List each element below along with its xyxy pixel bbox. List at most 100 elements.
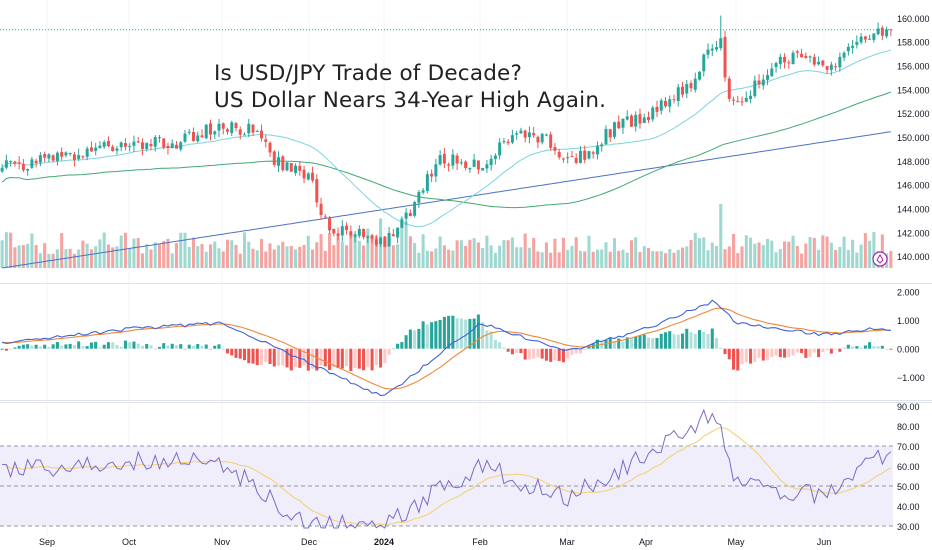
macd-histogram-bar xyxy=(357,348,361,369)
volume-bar xyxy=(196,246,200,268)
macd-histogram-bar xyxy=(583,348,587,350)
candle-body xyxy=(498,142,502,156)
volume-bar xyxy=(723,249,727,268)
volume-bar xyxy=(544,242,548,268)
candle-body xyxy=(383,236,387,247)
macd-histogram-bar xyxy=(306,348,310,371)
volume-bar xyxy=(468,239,472,268)
volume-bar xyxy=(625,252,629,268)
macd-histogram-bar xyxy=(710,328,714,349)
candle-body xyxy=(612,122,616,137)
candle-body xyxy=(800,53,804,58)
macd-histogram-bar xyxy=(838,348,842,352)
candle-body xyxy=(111,146,115,152)
volume-bar xyxy=(68,248,72,268)
candle-body xyxy=(260,130,264,139)
macd-histogram-bar xyxy=(21,344,25,349)
candle-body xyxy=(162,138,166,148)
macd-histogram-bar xyxy=(242,348,247,361)
volume-bar xyxy=(761,245,765,268)
volume-bar xyxy=(255,250,259,268)
candle-body xyxy=(668,99,672,107)
volume-bar xyxy=(30,233,34,268)
candle-body xyxy=(404,212,408,219)
macd-histogram-bar xyxy=(851,346,855,349)
rsi-tick-label: 50.00 xyxy=(897,482,920,492)
macd-histogram-bar xyxy=(629,337,633,349)
candle-body xyxy=(863,36,867,40)
macd-histogram-bar xyxy=(723,348,727,355)
volume-bar xyxy=(553,238,557,268)
macd-histogram-bar xyxy=(612,341,616,349)
candle-body xyxy=(277,157,281,166)
candle-body xyxy=(638,114,642,124)
candle-body xyxy=(476,160,480,170)
candle-body xyxy=(693,78,697,90)
candle-body xyxy=(464,161,468,169)
macd-histogram-bar xyxy=(634,336,638,349)
candle-body xyxy=(30,159,34,168)
volume-bar xyxy=(77,249,81,268)
macd-histogram-bar xyxy=(489,331,493,349)
macd-tick-label: 0.000 xyxy=(897,345,920,355)
macd-histogram-bar xyxy=(81,346,85,349)
candle-body xyxy=(842,52,846,58)
volume-bar xyxy=(536,251,540,268)
candle-body xyxy=(187,131,191,133)
candle-body xyxy=(4,160,8,168)
rsi-tick-label: 30.00 xyxy=(897,522,920,532)
candle-body xyxy=(698,71,702,80)
rsi-ma-line xyxy=(2,426,892,525)
candle-body xyxy=(255,131,259,133)
candle-body xyxy=(766,75,770,80)
macd-histogram-bar xyxy=(817,348,821,358)
volume-bar xyxy=(442,245,446,268)
volume-bar xyxy=(264,251,268,268)
macd-histogram-bar xyxy=(13,347,17,349)
volume-bar xyxy=(659,251,663,268)
volume-bar xyxy=(532,237,536,268)
volume-bar xyxy=(417,252,421,268)
macd-histogram-bar xyxy=(26,344,30,349)
volume-bar xyxy=(710,242,714,268)
volume-bar xyxy=(578,250,582,268)
macd-histogram-bar xyxy=(43,344,47,349)
macd-histogram-bar xyxy=(540,348,544,359)
candle-body xyxy=(68,152,72,154)
volume-bar xyxy=(638,252,642,268)
macd-histogram-bar xyxy=(625,337,629,349)
candle-body xyxy=(851,45,855,48)
macd-histogram-bar xyxy=(693,333,697,349)
macd-histogram-bar xyxy=(238,348,242,359)
macd-histogram-bar xyxy=(561,348,565,363)
macd-histogram-bar xyxy=(115,344,119,349)
macd-histogram-bar xyxy=(38,346,42,349)
candle-body xyxy=(868,38,872,40)
macd-histogram-bar xyxy=(715,337,719,349)
rsi-tick-label: 40.00 xyxy=(897,502,920,512)
macd-histogram-bar xyxy=(170,343,174,349)
macd-histogram-bar xyxy=(366,348,370,367)
candle-body xyxy=(434,164,438,177)
macd-histogram-bar xyxy=(527,348,531,360)
volume-bar xyxy=(510,237,514,268)
volume-bar xyxy=(315,242,319,268)
volume-bar xyxy=(791,235,795,268)
volume-bar xyxy=(455,240,459,268)
candle-body xyxy=(196,135,200,142)
macd-histogram-bar xyxy=(204,344,208,349)
volume-bar xyxy=(162,240,166,268)
macd-histogram-bar xyxy=(761,348,765,361)
macd-histogram-bar xyxy=(336,348,340,369)
candle-body xyxy=(608,129,612,138)
volume-bar xyxy=(770,240,774,268)
volume-bar xyxy=(485,235,489,268)
volume-bar xyxy=(43,243,47,268)
macd-histogram-bar xyxy=(319,348,323,366)
volume-bar xyxy=(170,253,174,268)
volume-bar xyxy=(281,241,285,268)
candle-body xyxy=(349,231,353,236)
candle-body xyxy=(149,144,153,147)
volume-bar xyxy=(225,239,230,268)
headline-line-1: Is USD/JPY Trade of Decade? xyxy=(214,61,523,86)
